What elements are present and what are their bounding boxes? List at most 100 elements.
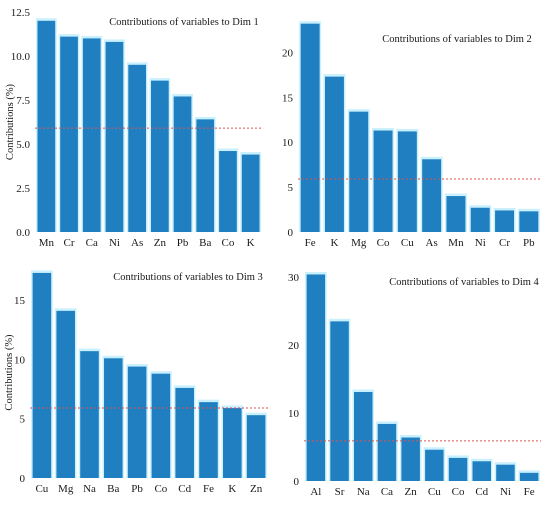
y-tick-label: 10	[14, 354, 26, 366]
x-tick-label: Mg	[58, 483, 74, 495]
x-tick-label: K	[228, 483, 236, 495]
bar-Na	[354, 392, 373, 481]
x-tick-label: Ni	[500, 486, 511, 498]
x-tick-label: Co	[452, 486, 465, 498]
x-tick-label: Na	[357, 486, 370, 498]
x-tick-label: Fe	[305, 237, 316, 249]
chart-panel-dim-1: Mn Cr Ca Ni As Zn Pb Ba Co K 0.0 2.5 5.0 7.5 10.0 12.5 C…	[5, 7, 262, 249]
x-tick-label: Zn	[154, 237, 167, 249]
bar-Ba	[104, 358, 123, 478]
x-tick-label: Pb	[177, 237, 189, 249]
bar-Ba	[196, 119, 215, 232]
bar-Pb	[519, 211, 539, 232]
x-tick-label: Fe	[203, 483, 214, 495]
x-tick-label: Cd	[178, 483, 191, 495]
x-tick-label: Zn	[250, 483, 263, 495]
chart-title: Contributions of variables to Dim 2	[382, 34, 532, 45]
bar-Cu	[397, 131, 417, 232]
x-tick-label: As	[426, 237, 438, 249]
x-tick-label: Co	[377, 237, 390, 249]
bar-Pb	[173, 96, 192, 232]
x-tick-label: Ni	[475, 237, 486, 249]
x-tick-label: Ba	[199, 237, 211, 249]
x-tick-label: Pb	[523, 237, 535, 249]
x-tick-label: K	[330, 237, 338, 249]
y-tick-label: 10	[282, 137, 294, 149]
x-tick-label: Ba	[107, 483, 119, 495]
bar-Cu	[32, 272, 52, 478]
y-tick-label: 0	[294, 476, 300, 488]
y-tick-label: 5	[288, 182, 294, 194]
bar-Ca	[82, 38, 101, 233]
y-tick-label: 12.5	[11, 7, 31, 19]
y-tick-label: 0.0	[16, 227, 30, 239]
bar-Zn	[246, 415, 266, 478]
y-tick-label: 20	[282, 47, 294, 59]
x-tick-label: Na	[83, 483, 96, 495]
bar-As	[422, 159, 442, 232]
bar-Co	[448, 457, 468, 481]
x-tick-label: Mg	[351, 237, 367, 249]
x-tick-label: K	[247, 237, 255, 249]
chart-title: Contributions of variables to Dim 4	[389, 277, 539, 288]
x-tick-label: Co	[154, 483, 167, 495]
bar-Co	[373, 130, 393, 232]
y-tick-label: 30	[288, 272, 300, 284]
x-tick-label: Sr	[335, 486, 345, 498]
bar-Sr	[330, 321, 349, 481]
bar-Pb	[127, 366, 147, 478]
x-tick-label: As	[131, 237, 143, 249]
bar-Mn	[446, 196, 466, 232]
chart-panel-dim-3: Cu Mg Na Ba Pb Co Cd Fe K Zn 0 5 10 15 Contributions o…	[4, 270, 268, 495]
bar-K	[324, 76, 344, 232]
bar-Fe	[199, 402, 218, 478]
x-tick-label: Mn	[39, 237, 55, 249]
y-tick-label: 10	[288, 408, 300, 420]
bar-Zn	[150, 80, 169, 232]
bar-As	[128, 64, 147, 232]
bar-Na	[80, 351, 99, 478]
x-tick-label: Fe	[524, 486, 535, 498]
x-tick-label: Ca	[86, 237, 98, 249]
x-tick-label: Ni	[109, 237, 120, 249]
x-tick-label: Cu	[401, 237, 414, 249]
bar-Mg	[56, 310, 75, 478]
bar-Co	[151, 373, 171, 478]
bar-K	[241, 154, 260, 232]
x-tick-label: Ca	[381, 486, 393, 498]
bar-Ni	[496, 464, 515, 481]
bar-Ca	[377, 423, 397, 481]
x-tick-label: Cr	[64, 237, 75, 249]
chart-title: Contributions of variables to Dim 1	[109, 17, 259, 28]
x-tick-label: Cd	[475, 486, 488, 498]
y-tick-label: 2.5	[16, 183, 30, 195]
bar-Cr	[495, 210, 515, 232]
bar-Cd	[472, 461, 491, 481]
y-tick-label: 5	[20, 414, 26, 426]
bar-Co	[219, 151, 237, 232]
y-tick-label: 5.0	[16, 139, 30, 151]
y-tick-label: 0	[288, 227, 294, 239]
x-tick-label: Pb	[131, 483, 143, 495]
x-tick-label: Cu	[35, 483, 48, 495]
x-tick-label: Zn	[405, 486, 418, 498]
bar-Cu	[425, 449, 444, 481]
bar-Cd	[175, 387, 194, 478]
chart-panel-dim-2: Fe K Mg Co Cu As Mn Ni Cr Pb 0 5 10 15 20 Contributions…	[282, 21, 541, 249]
bar-Ni	[105, 41, 124, 232]
x-tick-label: Cr	[499, 237, 510, 249]
y-tick-label: 7.5	[16, 95, 30, 107]
y-tick-label: 10.0	[11, 51, 31, 63]
y-tick-label: 15	[282, 92, 294, 104]
bar-Cr	[60, 36, 78, 232]
x-tick-label: Al	[310, 486, 321, 498]
y-tick-label: 0	[20, 473, 26, 485]
bar-Al	[306, 274, 326, 481]
y-axis-title: Contributions (%)	[4, 334, 15, 411]
chart-panel-dim-4: Al Sr Na Ca Zn Cu Co Cd Ni Fe 0 10 20 30 Contributions…	[288, 271, 541, 498]
x-tick-label: Mn	[448, 237, 464, 249]
y-axis-title: Contributions (%)	[5, 83, 16, 160]
bar-Fe	[519, 472, 539, 481]
bar-Zn	[401, 437, 420, 481]
